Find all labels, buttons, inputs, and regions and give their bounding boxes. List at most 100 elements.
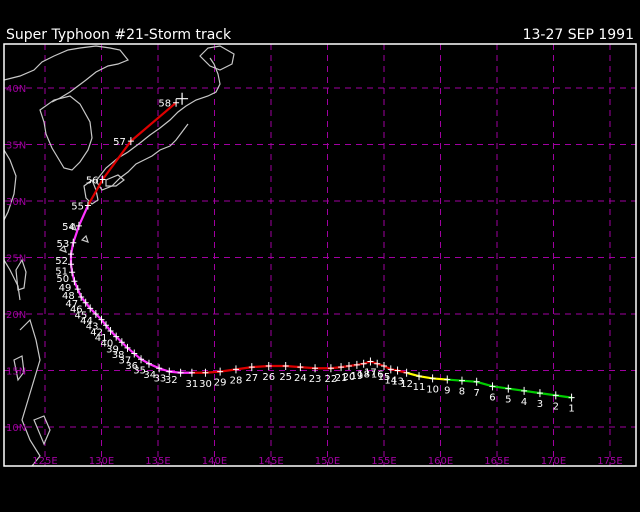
track-segment <box>382 364 392 371</box>
track-position-marker <box>403 368 410 377</box>
latitude-label: 15N <box>6 367 26 378</box>
header: Super Typhoon #21-Storm track 13-27 SEP … <box>0 0 640 44</box>
latitude-label: 25N <box>6 254 26 265</box>
track-segment <box>94 312 103 321</box>
track-position-number: 2 <box>553 401 559 412</box>
track-position-marker <box>394 366 401 375</box>
track-position-marker <box>536 389 543 398</box>
track-position-marker <box>338 363 345 372</box>
track-position-marker <box>107 326 114 335</box>
track-position-marker <box>74 285 81 294</box>
track-position-marker <box>444 375 451 384</box>
track-position-marker <box>69 268 76 277</box>
track-position-number: 35 <box>133 366 146 377</box>
track-position-marker <box>429 374 436 383</box>
track-segment <box>120 341 129 349</box>
track-position-marker <box>232 365 239 374</box>
track-segment <box>147 362 161 370</box>
track-position-number: 30 <box>199 379 212 390</box>
track-segment <box>84 301 92 310</box>
track-position-number: 9 <box>444 386 450 397</box>
track-position-marker <box>177 368 184 377</box>
track-position-number: 42 <box>90 327 103 338</box>
track-position-marker <box>103 321 110 330</box>
track-position-marker <box>156 364 163 373</box>
coastline-japan-kyushu <box>83 179 99 205</box>
track-position-number: 46 <box>70 305 83 316</box>
track-segment <box>405 371 421 378</box>
coastlines <box>4 45 235 466</box>
track-position-number: 10 <box>426 384 439 395</box>
track-position-marker <box>327 364 334 373</box>
track-position-number: 17 <box>364 367 377 378</box>
track-position-number: 8 <box>459 387 465 398</box>
track-position-marker <box>84 201 91 210</box>
track-position-number: 58 <box>158 99 171 110</box>
track-position-marker <box>387 365 394 374</box>
longitude-label: 155E <box>371 456 396 467</box>
track-position-marker <box>92 310 99 318</box>
track-segment <box>101 140 132 181</box>
track-segment <box>104 324 112 333</box>
track-segment <box>89 307 97 316</box>
lat-lon-grid <box>4 44 636 466</box>
track-position-number: 4 <box>521 397 527 408</box>
track-position-marker <box>353 360 360 369</box>
track-position-marker <box>138 355 145 364</box>
track-position-marker <box>416 372 423 381</box>
track-position-number: 11 <box>413 382 426 393</box>
track-position-number: 26 <box>262 372 275 383</box>
track-segment <box>86 178 104 207</box>
track-position-marker <box>70 238 77 247</box>
track-position-marker <box>75 221 82 230</box>
track-position-marker <box>67 250 74 259</box>
track-position-number: 25 <box>279 372 292 383</box>
track-position-marker <box>248 363 255 372</box>
track-position-number: 53 <box>57 239 70 250</box>
track-position-number: 14 <box>384 375 397 386</box>
latitude-label: 40N <box>6 84 26 95</box>
track-position-number: 52 <box>55 256 68 267</box>
track-position-marker <box>78 293 85 302</box>
track-position-marker <box>265 361 272 370</box>
track-position-number: 44 <box>80 316 93 327</box>
latitude-label: 30N <box>6 197 26 208</box>
track-position-number: 32 <box>165 375 178 386</box>
longitude-label: 170E <box>541 456 566 467</box>
longitude-label: 135E <box>145 456 170 467</box>
track-position-number: 34 <box>143 370 156 381</box>
track-position-number: 48 <box>62 291 75 302</box>
track-position-number: 55 <box>71 202 84 213</box>
coastline-philippines <box>13 318 51 466</box>
latitude-label: 35N <box>6 141 26 152</box>
longitude-label: 150E <box>315 456 340 467</box>
track-position-marker <box>99 175 106 184</box>
track-position-number: 36 <box>125 361 138 372</box>
track-position-marker <box>374 359 381 368</box>
track-position-number: 23 <box>309 374 322 385</box>
track-position-number: 51 <box>55 266 68 277</box>
track-position-marker <box>505 384 512 393</box>
track-position-number: 22 <box>325 374 338 385</box>
track-position-marker <box>124 343 131 352</box>
track-segment <box>126 346 136 355</box>
track-position-number: 29 <box>214 378 227 389</box>
track-position-number: 1 <box>568 404 574 415</box>
track-position-marker <box>552 391 559 400</box>
longitude-label: 160E <box>428 456 453 467</box>
track-position-marker <box>98 315 105 324</box>
track-position-marker <box>521 386 528 395</box>
latitude-label: 20N <box>6 310 26 321</box>
longitude-label: 165E <box>484 456 509 467</box>
track-position-marker <box>360 359 367 368</box>
track-position-marker <box>297 363 304 372</box>
track-position-number: 28 <box>230 375 243 386</box>
track-position-marker <box>188 368 195 377</box>
track-position-numbers: 1234567891011121314151617181920212223242… <box>55 99 575 415</box>
track-position-marker <box>312 364 319 373</box>
track-position-number: 56 <box>86 176 99 187</box>
track-position-number: 3 <box>537 399 543 410</box>
track-position-number: 16 <box>371 370 384 381</box>
coastline-korea <box>39 95 93 171</box>
track-segment <box>80 295 87 304</box>
